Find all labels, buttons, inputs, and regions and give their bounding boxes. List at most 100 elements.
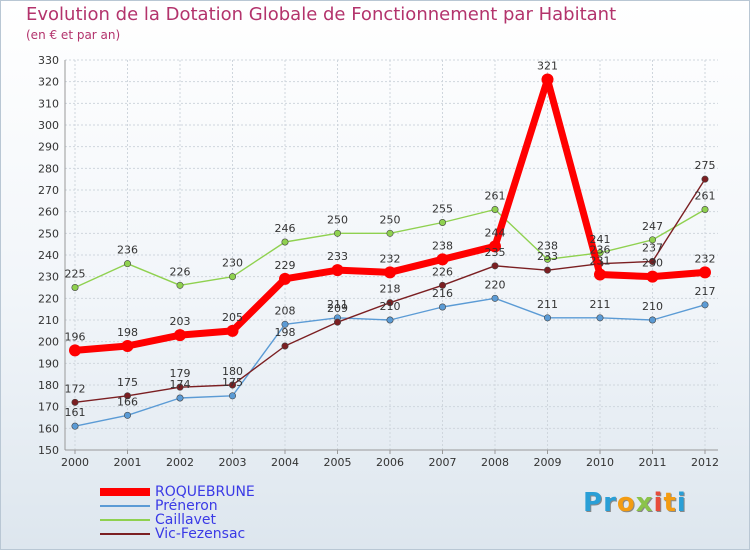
data-point[interactable]: [646, 270, 659, 283]
data-label: 261: [485, 190, 506, 203]
data-label: 247: [642, 220, 663, 233]
data-label: 232: [380, 252, 401, 265]
legend-swatch-roquebrune: [100, 488, 150, 496]
data-point[interactable]: [596, 314, 604, 322]
data-label: 196: [65, 330, 86, 343]
data-point[interactable]: [543, 255, 551, 263]
y-tick-label: 170: [38, 401, 59, 414]
data-label: 203: [170, 315, 191, 328]
data-point[interactable]: [701, 206, 709, 214]
data-point[interactable]: [176, 281, 184, 289]
data-point[interactable]: [281, 342, 289, 350]
x-tick-label: 2008: [481, 456, 509, 469]
data-point[interactable]: [229, 392, 237, 400]
y-tick-label: 190: [38, 357, 59, 370]
data-label: 180: [222, 365, 243, 378]
data-label: 226: [170, 265, 191, 278]
y-tick-label: 200: [38, 336, 59, 349]
legend-label: Caillavet: [155, 512, 216, 528]
y-tick-label: 160: [38, 422, 59, 435]
x-tick-label: 2005: [324, 456, 352, 469]
x-tick-label: 2001: [114, 456, 142, 469]
y-tick-label: 310: [38, 97, 59, 110]
data-point[interactable]: [176, 383, 184, 391]
data-point[interactable]: [594, 268, 606, 281]
data-point[interactable]: [438, 219, 446, 227]
data-point[interactable]: [701, 301, 709, 309]
data-point[interactable]: [121, 340, 134, 352]
data-point[interactable]: [229, 273, 237, 281]
data-label: 241: [590, 233, 611, 246]
data-label: 255: [432, 203, 453, 216]
data-label: 211: [327, 298, 348, 311]
data-point[interactable]: [543, 314, 551, 322]
data-point[interactable]: [386, 229, 394, 237]
data-point[interactable]: [281, 238, 289, 246]
data-label: 238: [432, 239, 453, 252]
y-tick-label: 290: [38, 141, 59, 154]
y-tick-label: 210: [38, 314, 59, 327]
data-point[interactable]: [281, 320, 289, 328]
data-label: 217: [695, 285, 716, 298]
data-point[interactable]: [174, 329, 186, 342]
data-label: 236: [117, 244, 138, 257]
data-label: 210: [642, 300, 663, 313]
x-tick-label: 2003: [219, 456, 247, 469]
y-tick-label: 250: [38, 227, 59, 240]
data-label: 175: [222, 376, 243, 389]
data-label: 230: [642, 257, 663, 270]
data-point[interactable]: [489, 240, 501, 253]
y-tick-label: 220: [38, 292, 59, 305]
data-point[interactable]: [491, 294, 499, 302]
data-label: 233: [537, 250, 558, 263]
data-point[interactable]: [331, 264, 344, 277]
data-point[interactable]: [648, 236, 656, 244]
data-point[interactable]: [226, 324, 239, 337]
x-tick-label: 2009: [534, 456, 562, 469]
data-point[interactable]: [124, 392, 132, 400]
data-point[interactable]: [648, 257, 656, 265]
data-point[interactable]: [438, 303, 446, 311]
y-tick-label: 300: [38, 119, 59, 132]
data-point[interactable]: [699, 266, 711, 279]
data-point[interactable]: [386, 316, 394, 324]
legend-label: ROQUEBRUNE: [155, 484, 255, 500]
data-point[interactable]: [333, 229, 341, 237]
y-tick-label: 280: [38, 162, 59, 175]
data-point[interactable]: [71, 283, 79, 291]
data-point[interactable]: [124, 411, 132, 419]
y-tick-label: 260: [38, 206, 59, 219]
data-point[interactable]: [71, 422, 79, 430]
logo-letter: t: [663, 488, 677, 518]
data-point[interactable]: [543, 266, 551, 274]
data-point[interactable]: [71, 398, 79, 406]
data-point[interactable]: [124, 260, 132, 268]
data-label: 275: [695, 159, 716, 172]
logo-letter: r: [603, 488, 617, 518]
data-point[interactable]: [333, 318, 341, 326]
data-point[interactable]: [491, 262, 499, 270]
y-tick-label: 230: [38, 271, 59, 284]
data-point[interactable]: [701, 175, 709, 183]
data-point[interactable]: [648, 316, 656, 324]
legend-swatch-caillavet: [100, 519, 150, 521]
chart-title: Evolution de la Dotation Globale de Fonc…: [26, 4, 617, 25]
x-tick-label: 2007: [429, 456, 457, 469]
data-label: 198: [117, 326, 138, 339]
data-label: 236: [590, 244, 611, 257]
data-point[interactable]: [69, 344, 81, 357]
data-point[interactable]: [384, 266, 396, 279]
proxiti-logo[interactable]: Proxiti: [583, 488, 687, 518]
data-point[interactable]: [229, 381, 237, 389]
data-point[interactable]: [438, 281, 446, 289]
data-point[interactable]: [176, 394, 184, 402]
data-point[interactable]: [386, 299, 394, 307]
chart-subtitle: (en € et par an): [26, 28, 121, 42]
legend-label: Vic-Fezensac: [155, 526, 246, 542]
data-label: 210: [380, 300, 401, 313]
data-point[interactable]: [436, 253, 449, 266]
data-point[interactable]: [541, 73, 554, 86]
data-point[interactable]: [491, 206, 499, 214]
data-point[interactable]: [279, 272, 291, 285]
data-label: 166: [117, 395, 138, 408]
